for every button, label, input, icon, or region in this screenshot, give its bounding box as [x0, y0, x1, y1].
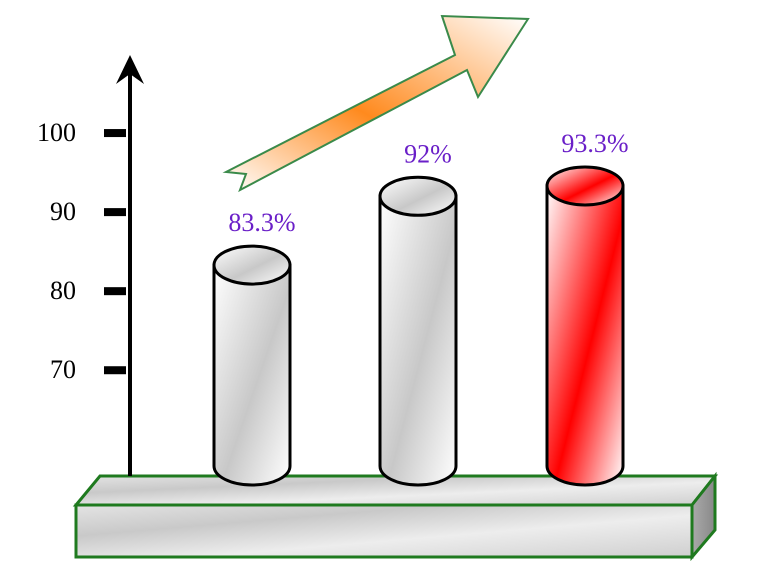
value-label: 92% [404, 139, 452, 168]
bar [545, 184, 625, 487]
y-tick-mark [104, 129, 126, 138]
bar-top [545, 165, 625, 207]
decoration [72, 14, 719, 562]
bar [378, 194, 458, 487]
y-tick-mark [104, 366, 126, 375]
bar [212, 263, 292, 487]
trend-arrow [222, 14, 530, 193]
y-tick-mark [104, 208, 126, 217]
y-tick-label: 70 [50, 355, 76, 384]
value-label: 93.3% [561, 129, 628, 158]
platform-front [74, 503, 694, 559]
y-tick-label: 100 [37, 118, 76, 147]
y-tick-label: 80 [50, 276, 76, 305]
y-axis-arrowhead [116, 55, 144, 84]
y-tick-label: 90 [50, 197, 76, 226]
value-label: 83.3% [228, 208, 295, 237]
bar-top [378, 175, 458, 217]
y-tick-mark [104, 287, 126, 296]
bar-top [212, 244, 292, 286]
